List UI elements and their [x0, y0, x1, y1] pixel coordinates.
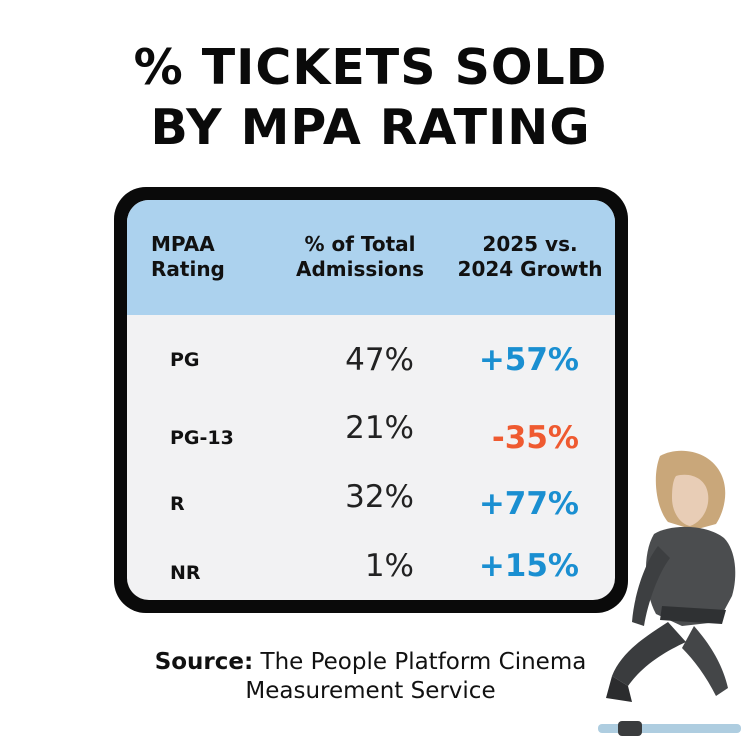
ratings-table: MPAA Rating % of Total Admissions 2025 v… [127, 200, 615, 600]
source-text-line-2: Measurement Service [245, 678, 496, 704]
share-cell: 21% [345, 410, 414, 446]
growth-cell: +57% [478, 342, 579, 378]
header-growth: 2025 vs. 2024 Growth [457, 232, 603, 281]
table-row: PG-13 21% -35% [127, 398, 615, 458]
table-header: MPAA Rating % of Total Admissions 2025 v… [127, 200, 615, 315]
source-label: Source: [154, 649, 254, 675]
title-line-1: % TICKETS SOLD [133, 39, 608, 96]
header-mpaa-rating: MPAA Rating [151, 232, 225, 281]
source-note: Source: The People Platform Cinema Measu… [0, 648, 741, 706]
hero-figure [598, 450, 741, 736]
header-total-admissions: % of Total Admissions [295, 232, 425, 281]
share-cell: 1% [364, 548, 414, 584]
rating-cell: PG-13 [170, 427, 234, 449]
title-line-2: BY MPA RATING [150, 99, 591, 156]
source-text: The People Platform Cinema [260, 649, 587, 675]
growth-cell: +15% [478, 548, 579, 584]
table-row: NR 1% +15% [127, 536, 615, 596]
growth-cell: +77% [478, 486, 579, 522]
page-title: % TICKETS SOLD BY MPA RATING [0, 38, 741, 158]
hero-figure-illustration [598, 450, 741, 736]
share-cell: 47% [345, 342, 414, 378]
table-row: PG 47% +57% [127, 330, 615, 390]
rating-cell: NR [170, 562, 201, 584]
rating-cell: PG [170, 349, 200, 371]
share-cell: 32% [345, 479, 414, 515]
rating-cell: R [170, 493, 185, 515]
ratings-table-card: MPAA Rating % of Total Admissions 2025 v… [114, 187, 628, 613]
table-row: R 32% +77% [127, 467, 615, 527]
growth-cell: -35% [491, 420, 579, 456]
